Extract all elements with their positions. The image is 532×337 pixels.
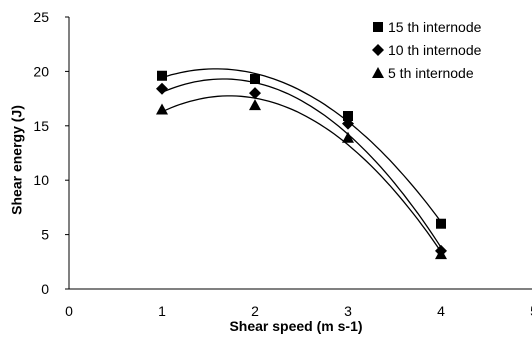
trendlines xyxy=(161,68,442,253)
legend-label: 5 th internode xyxy=(388,65,474,81)
legend-marker-triangle xyxy=(372,67,384,78)
axes: 0 5 10 15 20 25 0 1 2 3 4 5 xyxy=(33,9,532,319)
x-tick-label: 4 xyxy=(437,303,445,319)
data-point-triangle xyxy=(342,131,354,143)
data-point-square xyxy=(250,74,260,85)
x-tick-label: 1 xyxy=(158,303,166,319)
data-point-diamond xyxy=(249,87,261,100)
data-points xyxy=(156,70,447,260)
trendline-diamond xyxy=(161,78,442,248)
y-tick-label: 5 xyxy=(41,227,49,243)
x-tick-label: 5 xyxy=(530,303,532,319)
x-axis-title: Shear speed (m s-1) xyxy=(229,318,362,334)
data-point-square xyxy=(436,218,446,229)
trendline-triangle xyxy=(161,95,442,253)
data-point-triangle xyxy=(249,99,261,111)
y-tick-label: 10 xyxy=(33,172,49,188)
data-point-diamond xyxy=(156,82,168,95)
y-tick-label: 15 xyxy=(33,118,49,134)
y-tick-label: 0 xyxy=(41,281,49,297)
data-point-square xyxy=(343,111,353,122)
y-axis-title: Shear energy (J) xyxy=(9,105,25,215)
data-point-diamond xyxy=(342,117,354,130)
x-tick-label: 2 xyxy=(251,303,259,319)
trendline-square xyxy=(161,68,442,223)
legend-marker-square xyxy=(373,22,383,32)
legend-marker-diamond xyxy=(372,44,384,56)
y-tick-label: 25 xyxy=(33,9,49,25)
legend-label: 15 th internode xyxy=(388,19,482,35)
x-tick-label: 3 xyxy=(344,303,352,319)
data-point-square xyxy=(157,70,167,81)
y-axis-title-text: Shear energy (J) xyxy=(9,105,25,215)
y-tick-label: 20 xyxy=(33,63,49,79)
x-tick-label: 0 xyxy=(65,303,73,319)
legend: 15 th internode 10 th internode 5 th inter… xyxy=(372,19,482,81)
data-point-triangle xyxy=(435,248,447,260)
data-point-triangle xyxy=(156,103,168,115)
legend-label: 10 th internode xyxy=(388,42,482,58)
